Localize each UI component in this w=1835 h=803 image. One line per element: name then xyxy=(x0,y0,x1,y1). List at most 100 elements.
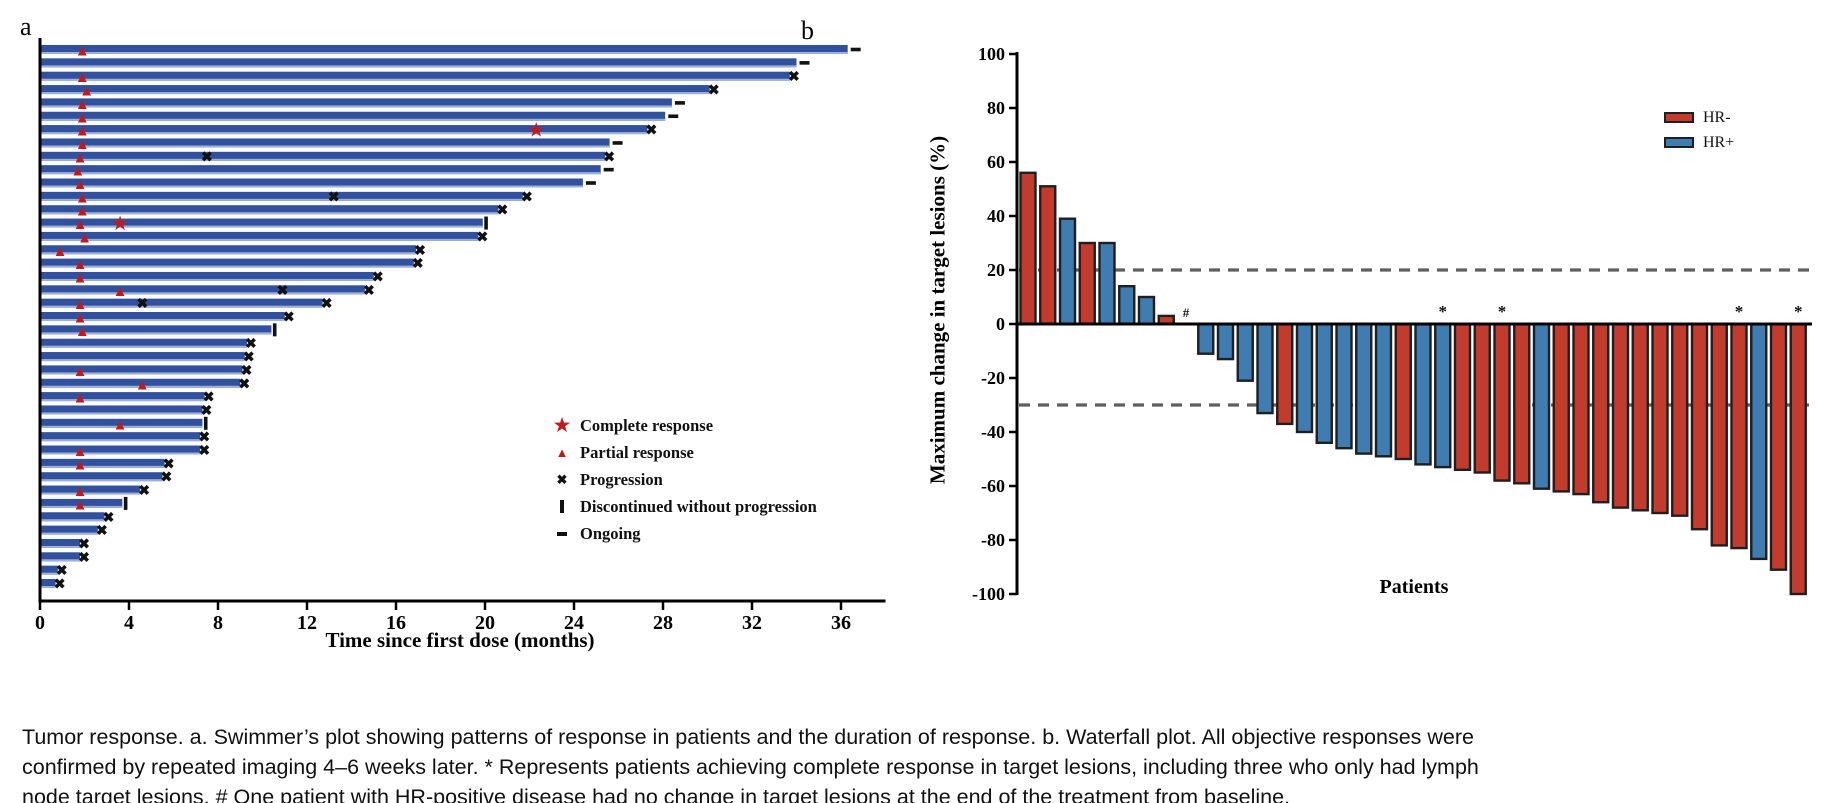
swimmer-bar-edge xyxy=(41,492,141,495)
swimmer-bar-edge xyxy=(41,225,483,228)
progression-end-marker: ✖ xyxy=(198,431,210,446)
ongoing-end-marker xyxy=(799,61,810,65)
progression-end-marker: ✖ xyxy=(96,524,108,539)
progression-end-marker: ✖ xyxy=(412,257,424,272)
waterfall-bar-positive xyxy=(1058,217,1077,326)
swimmer-bar-edge xyxy=(41,545,81,548)
complete-response-marker: ★ xyxy=(527,120,545,142)
swimmer-bar xyxy=(41,98,672,108)
waterfall-bar-negative xyxy=(1592,322,1610,504)
swimmer-bar-edge xyxy=(41,479,163,482)
partial-response-marker: ▲ xyxy=(75,110,90,126)
swimmer-x-tick-label: 24 xyxy=(564,612,584,634)
progression-end-marker: ✖ xyxy=(245,337,257,352)
charts-canvas: ▲▲ ✖▲ ✖▲▲▲ ★ ✖▲▲ ✖ ✖▲▲▲ ✖ ✖▲ ✖▲ ★▲ ✖▲ ✖▲ ✖▲ ✖▲ ✖ ✖▲ ✖ ✖▲ ✖▲… xyxy=(35,38,1812,634)
waterfall-bar-negative xyxy=(1611,322,1630,509)
waterfall-bar-negative xyxy=(1671,322,1689,517)
swimmer-bar xyxy=(41,525,98,535)
swimmer-x-tick-label: 28 xyxy=(653,612,673,634)
swimmer-bar xyxy=(41,325,272,335)
swimmer-x-tick-label: 4 xyxy=(124,612,134,634)
swimmer-bar xyxy=(41,285,365,295)
waterfall-y-tick-label: 60 xyxy=(987,152,1005,172)
partial-response-marker: ▲ xyxy=(113,284,128,300)
complete-response-star-icon: ★ xyxy=(552,413,572,437)
swimmer-bar-edge xyxy=(41,452,201,455)
swimmer-bar xyxy=(41,111,666,121)
swimmer-bar-edge xyxy=(41,559,81,562)
progression-end-marker: ✖ xyxy=(163,457,175,472)
progression-end-marker: ✖ xyxy=(56,564,68,579)
discontinued-end-marker xyxy=(123,496,128,510)
ongoing-end-marker xyxy=(612,141,623,145)
swimmer-bar xyxy=(41,338,247,348)
swimmer-bar xyxy=(41,392,205,402)
partial-response-marker: ▲ xyxy=(70,164,85,180)
partial-response-marker: ▲ xyxy=(73,150,88,166)
partial-response-marker: ▲ xyxy=(53,244,68,260)
swimmer-bar-edge xyxy=(41,439,201,442)
progression-end-marker: ✖ xyxy=(138,484,150,499)
swimmer-bar-edge xyxy=(41,425,203,428)
complete-response-asterisk: * xyxy=(1439,302,1448,321)
partial-response-marker: ▲ xyxy=(75,137,90,153)
swimmer-bar xyxy=(41,579,56,588)
complete-response-asterisk: * xyxy=(1735,302,1744,321)
partial-response-marker: ▲ xyxy=(75,70,90,86)
swimmer-x-tick-label: 8 xyxy=(213,612,223,634)
swimmer-bar xyxy=(41,445,201,455)
partial-response-marker: ▲ xyxy=(73,364,88,380)
progression-end-marker: ✖ xyxy=(54,578,66,593)
progression-end-marker: ✖ xyxy=(201,404,213,419)
waterfall-bar-negative xyxy=(1572,322,1590,496)
waterfall-bar-positive xyxy=(1078,241,1096,326)
partial-response-marker: ▲ xyxy=(73,497,88,513)
swimmer-x-axis-title: Time since first dose (months) xyxy=(325,628,595,652)
progression-marker: ✖ xyxy=(277,284,289,299)
swimmer-bar xyxy=(41,432,201,442)
legend-item-partial-response: ▲ Partial response xyxy=(550,439,817,466)
legend-item-discontinued: Discontinued without progression xyxy=(550,493,817,520)
partial-response-marker: ▲ xyxy=(73,311,88,327)
swimmer-bar-edge xyxy=(41,252,417,255)
partial-response-marker: ▲ xyxy=(75,324,90,340)
swimmer-bar xyxy=(41,352,245,362)
partial-response-marker: ▲ xyxy=(113,417,128,433)
ongoing-end-marker xyxy=(603,167,614,172)
swimmer-bar xyxy=(41,552,81,562)
waterfall-y-tick-label: 0 xyxy=(996,314,1005,334)
waterfall-y-tick-label: 100 xyxy=(978,44,1005,64)
progression-end-marker: ✖ xyxy=(238,377,250,392)
progression-end-marker: ✖ xyxy=(241,364,253,379)
swimmer-bar xyxy=(41,258,414,268)
waterfall-legend: HR- HR+ xyxy=(1664,105,1734,155)
swimmer-legend: ★ Complete response ▲ Partial response ✖… xyxy=(550,412,817,547)
swimmer-bar xyxy=(41,218,483,228)
swimmer-plot: ▲▲ ✖▲ ✖▲▲▲ ★ ✖▲▲ ✖ ✖▲▲▲ ✖ ✖▲ ✖▲ ★▲ ✖▲ ✖▲ ✖▲ ✖▲ ✖ ✖▲ ✖ ✖▲ ✖▲… xyxy=(35,38,886,634)
swimmer-bar-edge xyxy=(41,92,710,95)
swimmer-bar xyxy=(41,71,790,81)
swimmer-bar xyxy=(41,312,285,321)
waterfall-y-tick-label: -20 xyxy=(981,368,1005,388)
swimmer-bar xyxy=(41,231,479,241)
partial-response-marker: ▲ xyxy=(73,270,88,286)
complete-response-asterisk: * xyxy=(1794,302,1803,321)
waterfall-y-tick-label: -100 xyxy=(972,584,1005,604)
swimmer-bar xyxy=(41,418,203,428)
swimmer-bar xyxy=(41,565,58,575)
swimmer-bar xyxy=(41,271,374,281)
legend-item-progression: ✖ Progression xyxy=(550,466,817,493)
swimmer-bar-edge xyxy=(41,412,203,415)
swimmer-bar-edge xyxy=(41,238,479,241)
swimmer-bar-edge xyxy=(41,532,98,535)
progression-end-marker: ✖ xyxy=(198,444,210,459)
waterfall-y-axis-title: Maximum change in target lesions (%) xyxy=(925,135,950,485)
swimmer-bar-edge xyxy=(41,465,165,468)
swimmer-bar-edge xyxy=(41,572,58,575)
swimmer-bar-edge xyxy=(41,158,606,161)
swimmer-bar-edge xyxy=(41,505,123,508)
hr-positive-swatch-icon xyxy=(1664,137,1694,148)
swimmer-bar-edge xyxy=(41,278,374,281)
waterfall-bar-negative xyxy=(1335,322,1353,450)
